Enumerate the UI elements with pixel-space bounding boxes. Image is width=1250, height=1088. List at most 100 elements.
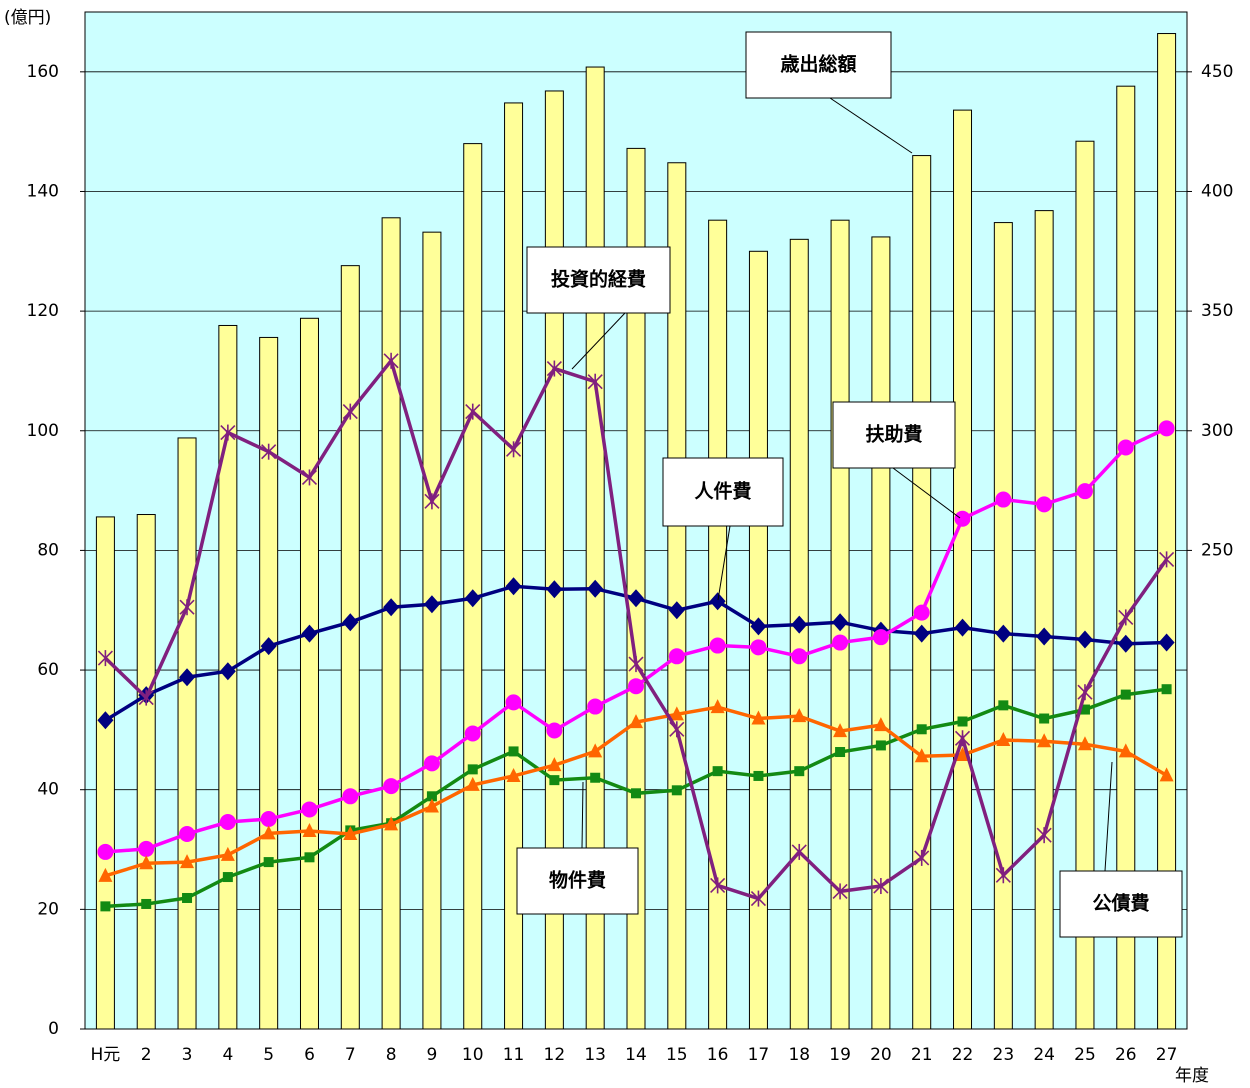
marker xyxy=(179,825,196,842)
x-axis-label: 年度 xyxy=(1175,1066,1209,1086)
marker xyxy=(832,613,849,632)
y-tick-label: 100 xyxy=(27,421,59,441)
marker xyxy=(465,776,480,791)
callout-box xyxy=(1059,870,1183,938)
marker xyxy=(913,624,930,643)
marker xyxy=(179,599,195,616)
marker xyxy=(631,788,641,799)
marker xyxy=(423,595,440,614)
marker xyxy=(590,772,601,783)
marker xyxy=(1161,684,1172,695)
x-tick-label: 7 xyxy=(345,1045,356,1065)
y2-tick-label: 400 xyxy=(1201,181,1233,201)
callout-leader xyxy=(1104,761,1113,872)
marker xyxy=(1077,684,1093,701)
marker xyxy=(505,577,522,596)
marker xyxy=(97,650,113,667)
marker xyxy=(791,843,807,860)
marker xyxy=(914,748,929,763)
bar xyxy=(381,217,401,1030)
marker xyxy=(710,699,725,714)
x-tick-label: 18 xyxy=(788,1045,810,1065)
marker xyxy=(1118,743,1133,758)
marker xyxy=(709,592,726,611)
bar xyxy=(789,238,809,1030)
bar xyxy=(340,265,360,1030)
marker xyxy=(628,678,644,695)
marker xyxy=(1037,733,1052,748)
marker xyxy=(587,698,604,715)
marker xyxy=(1039,713,1050,724)
marker xyxy=(587,579,604,598)
bar xyxy=(953,109,973,1030)
x-tick-label: 27 xyxy=(1156,1045,1178,1065)
marker xyxy=(423,755,440,772)
marker xyxy=(302,822,317,837)
marker xyxy=(998,700,1009,711)
x-tick-label: 17 xyxy=(748,1045,770,1065)
marker xyxy=(467,764,478,775)
x-tick-label: H元 xyxy=(91,1045,121,1065)
marker xyxy=(342,613,359,632)
marker xyxy=(750,617,767,636)
marker xyxy=(750,890,767,907)
marker xyxy=(219,814,236,831)
callout-leader xyxy=(717,525,731,601)
marker xyxy=(465,403,481,420)
marker xyxy=(995,867,1011,884)
y-tick-label: 120 xyxy=(27,301,59,321)
marker xyxy=(383,352,399,369)
x-tick-label: 21 xyxy=(911,1045,933,1065)
callout-box xyxy=(526,246,671,314)
callout-label: 公債費 xyxy=(1092,892,1149,915)
x-tick-label: 13 xyxy=(584,1045,606,1065)
marker xyxy=(668,648,685,665)
marker xyxy=(995,491,1012,508)
bar xyxy=(422,231,442,1030)
marker xyxy=(343,825,358,840)
marker xyxy=(996,732,1011,747)
callout-box xyxy=(662,457,784,527)
callout-label: 物件費 xyxy=(549,869,606,892)
marker xyxy=(260,811,277,828)
marker xyxy=(753,770,764,781)
marker xyxy=(1036,827,1052,844)
marker xyxy=(97,711,114,730)
bar xyxy=(504,102,524,1030)
callout-leader xyxy=(581,781,584,849)
marker xyxy=(424,798,439,813)
marker xyxy=(669,721,685,738)
marker xyxy=(98,867,113,882)
marker xyxy=(791,648,808,665)
marker xyxy=(261,825,276,840)
x-tick-label: 4 xyxy=(222,1045,233,1065)
y-axis-label: (億円) xyxy=(4,8,51,28)
bar xyxy=(299,317,319,1030)
marker xyxy=(629,714,643,729)
x-tick-label: 26 xyxy=(1115,1045,1137,1065)
marker xyxy=(180,854,195,869)
marker xyxy=(426,791,437,802)
marker xyxy=(222,872,233,883)
bar xyxy=(1075,140,1095,1030)
marker xyxy=(179,668,196,687)
bar xyxy=(259,336,279,1030)
marker xyxy=(588,743,603,758)
marker xyxy=(301,624,318,643)
marker xyxy=(833,723,848,738)
x-tick-label: 6 xyxy=(304,1045,315,1065)
marker xyxy=(916,724,927,735)
marker xyxy=(587,373,603,390)
bar xyxy=(463,143,483,1030)
marker xyxy=(1159,551,1175,568)
marker xyxy=(547,757,562,772)
marker xyxy=(220,846,235,861)
marker xyxy=(549,775,560,786)
marker xyxy=(263,857,274,868)
marker xyxy=(1158,633,1175,652)
marker xyxy=(709,637,726,654)
y2-tick-label: 350 xyxy=(1201,301,1233,321)
marker xyxy=(301,469,318,486)
marker xyxy=(138,689,154,706)
y-tick-label: 40 xyxy=(37,780,59,800)
